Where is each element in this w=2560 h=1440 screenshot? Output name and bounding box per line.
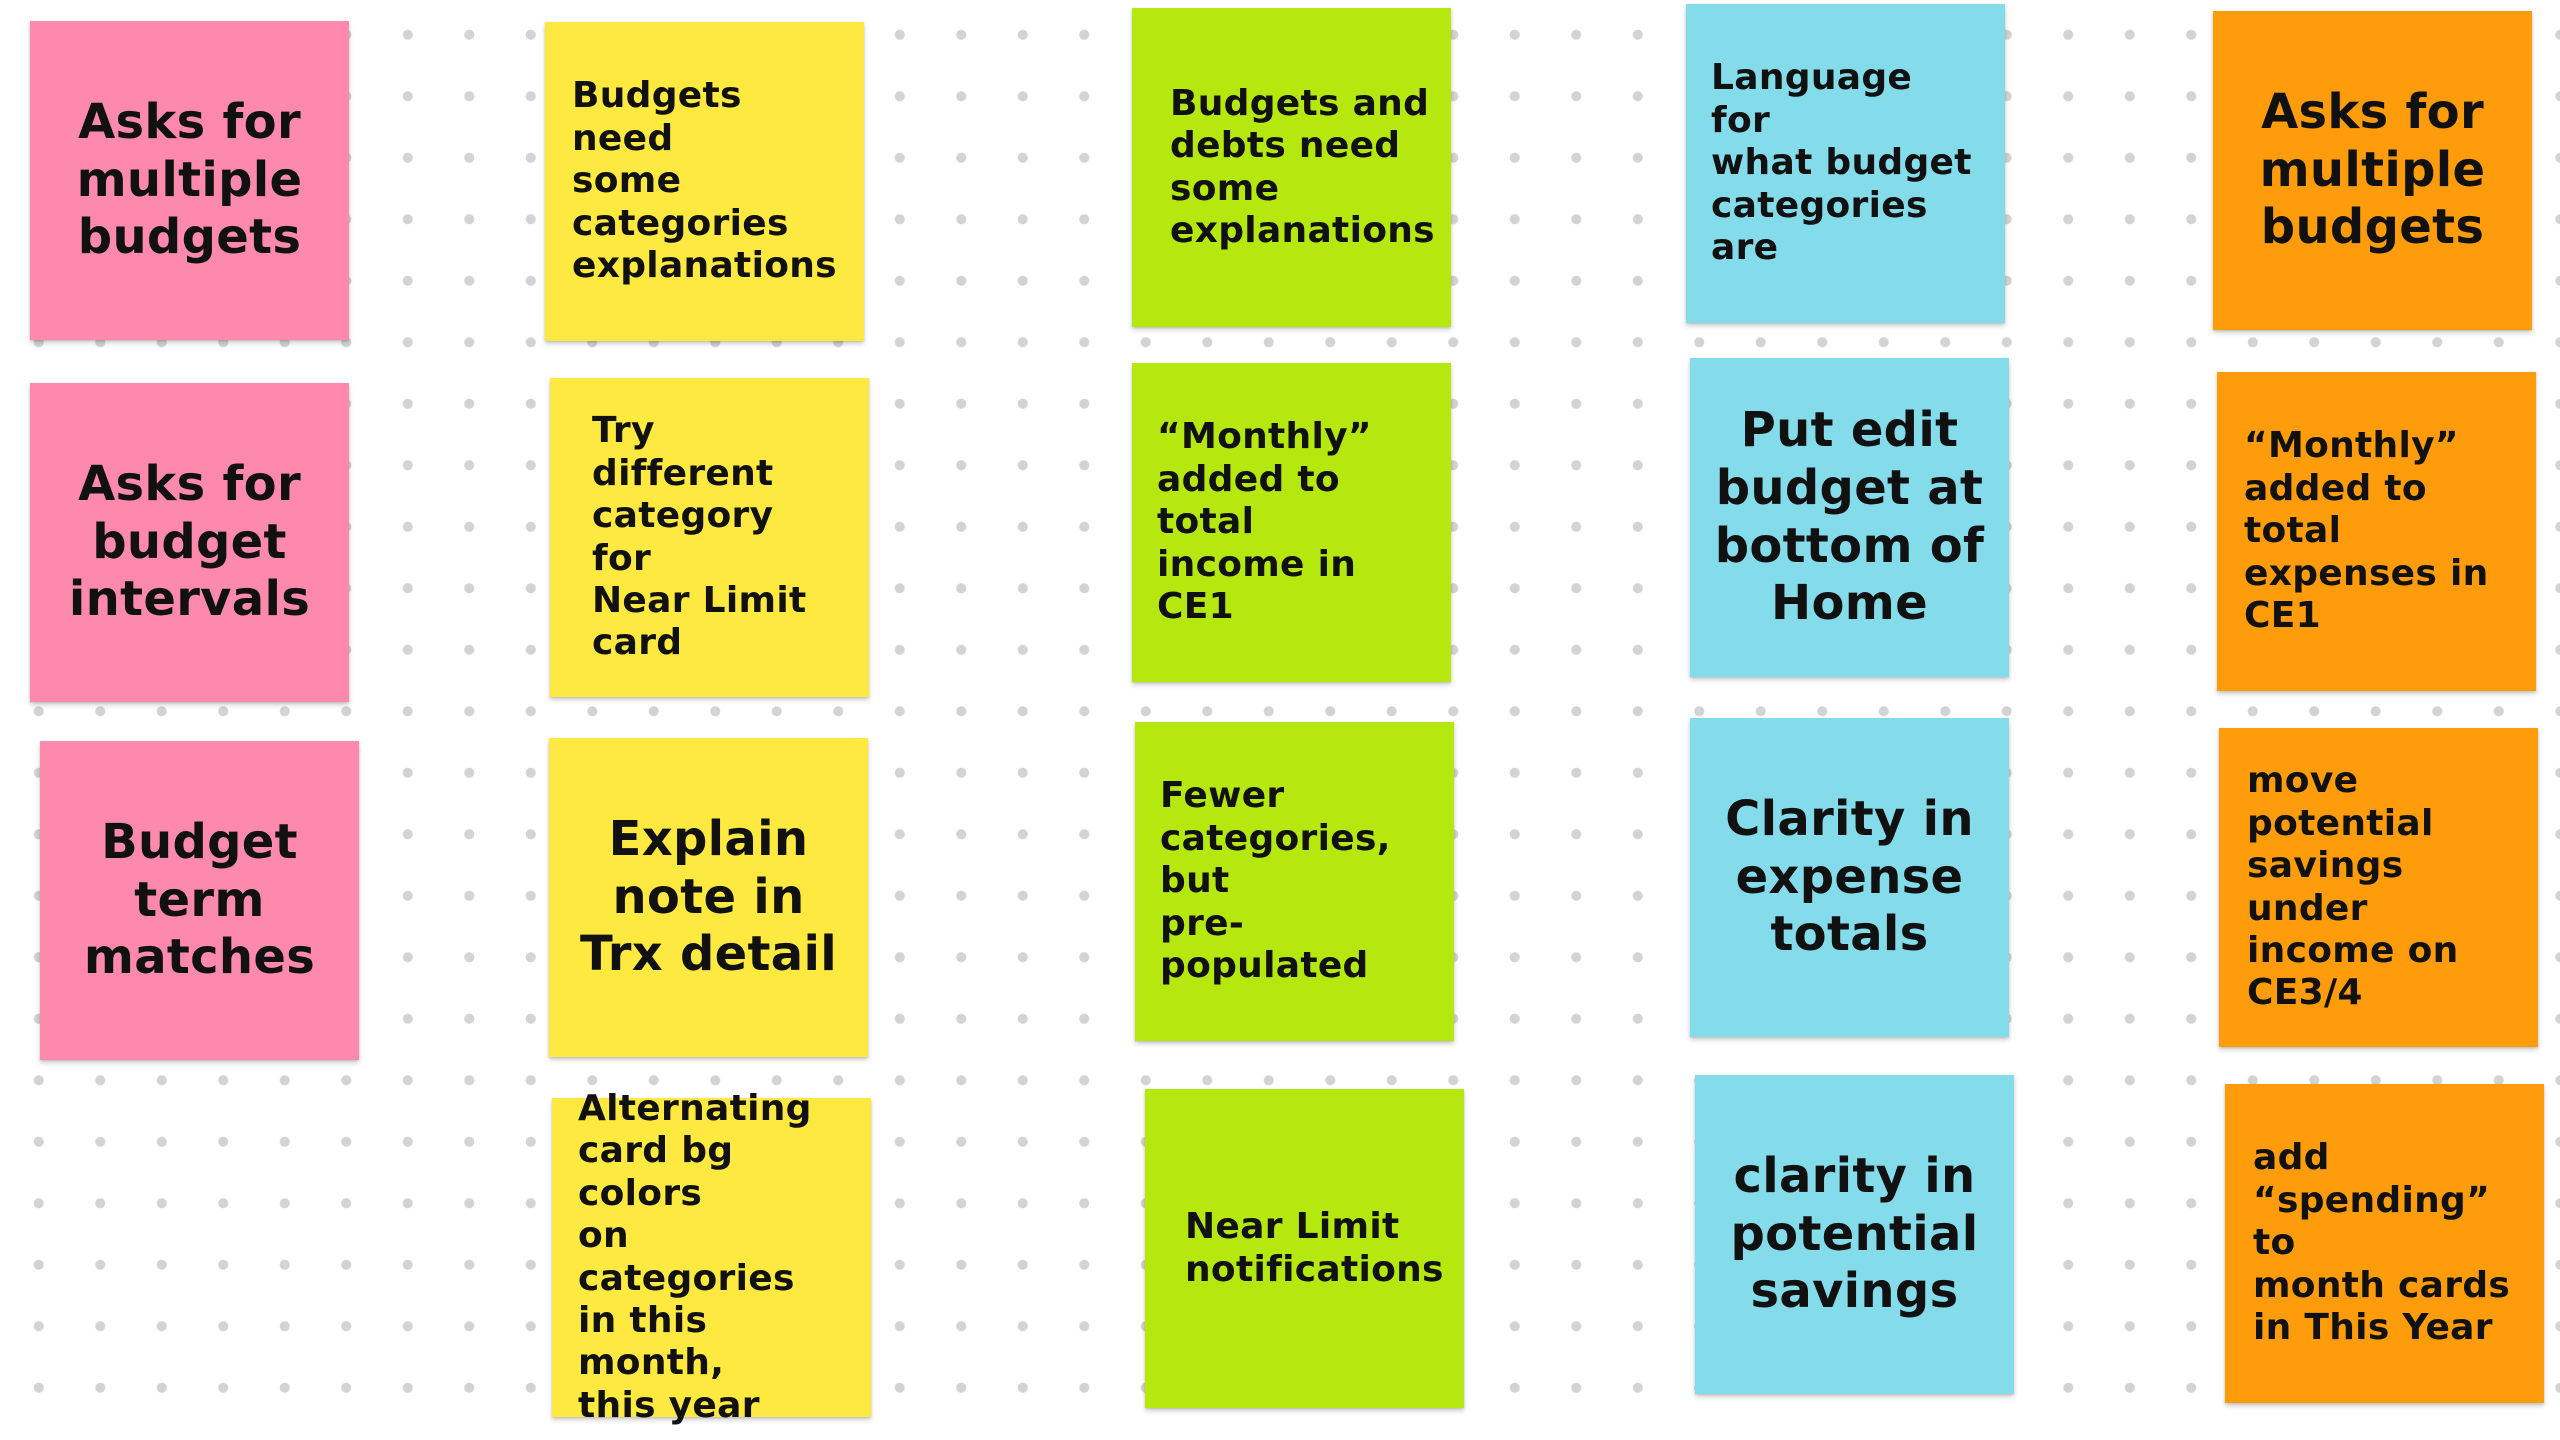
sticky-note-yellow[interactable]: Budgets need some categories explanation… xyxy=(545,22,864,341)
sticky-note-orange[interactable]: “Monthly” added to total expenses in CE1 xyxy=(2217,372,2536,691)
sticky-note-text: Alternating card bg colors on categories… xyxy=(578,1087,812,1426)
sticky-note-pink[interactable]: Budget term matches xyxy=(40,741,359,1060)
sticky-note-blue[interactable]: Put edit budget at bottom of Home xyxy=(1690,358,2009,677)
sticky-note-text: Budgets need some categories explanation… xyxy=(572,75,837,287)
sticky-note-text: Explain note in Trx detail xyxy=(580,811,837,983)
sticky-note-yellow[interactable]: Explain note in Trx detail xyxy=(549,738,868,1057)
sticky-note-yellow[interactable]: Try different category for Near Limit ca… xyxy=(550,378,869,697)
sticky-note-blue[interactable]: clarity in potential savings xyxy=(1695,1075,2014,1394)
sticky-note-pink[interactable]: Asks for multiple budgets xyxy=(30,21,349,340)
sticky-note-text: clarity in potential savings xyxy=(1730,1148,1979,1320)
sticky-note-text: Clarity in expense totals xyxy=(1725,791,1974,963)
sticky-note-green[interactable]: Near Limit notifications xyxy=(1145,1089,1464,1408)
sticky-note-blue[interactable]: Language for what budget categories are xyxy=(1686,4,2005,323)
sticky-note-text: Language for what budget categories are xyxy=(1711,57,1972,269)
sticky-note-text: “Monthly” added to total income in CE1 xyxy=(1157,416,1372,628)
sticky-note-text: move potential savings under income on C… xyxy=(2247,760,2459,1014)
sticky-note-text: Budget term matches xyxy=(83,814,316,986)
sticky-note-green[interactable]: Fewer categories, but pre-populated xyxy=(1135,722,1454,1041)
sticky-note-pink[interactable]: Asks for budget intervals xyxy=(30,383,349,702)
sticky-note-text: Near Limit notifications xyxy=(1185,1206,1444,1290)
sticky-note-orange[interactable]: Asks for multiple budgets xyxy=(2213,11,2532,330)
sticky-note-text: Budgets and debts need some explanations xyxy=(1170,82,1435,251)
sticky-note-text: add “spending” to month cards in This Ye… xyxy=(2253,1137,2511,1349)
sticky-note-text: Asks for budget intervals xyxy=(68,456,311,628)
sticky-note-orange[interactable]: add “spending” to month cards in This Ye… xyxy=(2225,1084,2544,1403)
sticky-note-orange[interactable]: move potential savings under income on C… xyxy=(2219,728,2538,1047)
sticky-note-text: “Monthly” added to total expenses in CE1 xyxy=(2244,425,2489,637)
sticky-note-text: Asks for multiple budgets xyxy=(76,94,303,266)
sticky-note-green[interactable]: Budgets and debts need some explanations xyxy=(1132,8,1451,327)
sticky-note-text: Try different category for Near Limit ca… xyxy=(592,410,807,664)
sticky-note-text: Asks for multiple budgets xyxy=(2259,84,2486,256)
sticky-note-blue[interactable]: Clarity in expense totals xyxy=(1690,718,2009,1037)
sticky-note-text: Fewer categories, but pre-populated xyxy=(1160,775,1391,987)
sticky-note-text: Put edit budget at bottom of Home xyxy=(1714,402,1985,632)
sticky-note-green[interactable]: “Monthly” added to total income in CE1 xyxy=(1132,363,1451,682)
sticky-note-yellow[interactable]: Alternating card bg colors on categories… xyxy=(552,1088,871,1426)
